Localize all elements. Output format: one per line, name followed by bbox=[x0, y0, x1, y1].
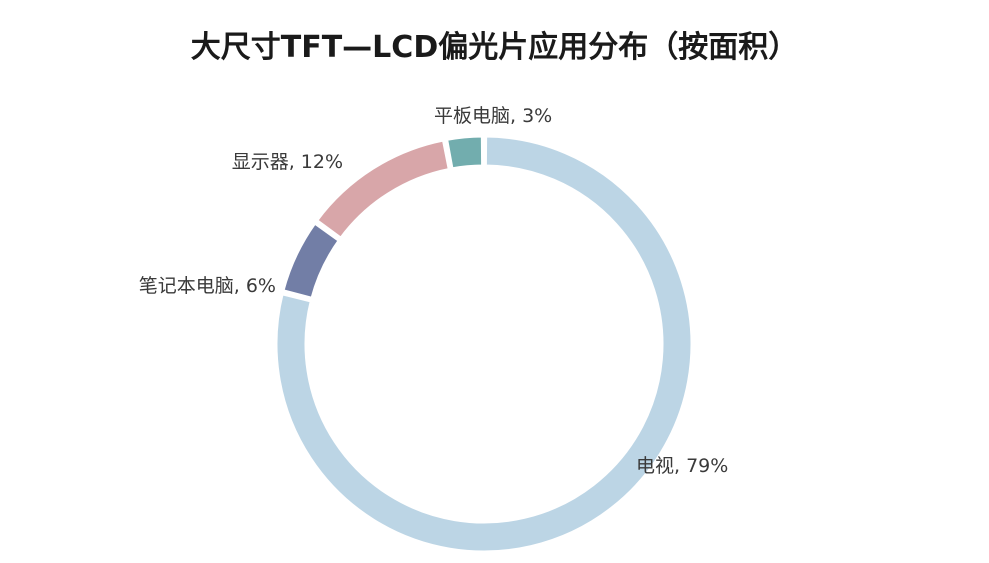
slice-0 bbox=[274, 134, 694, 554]
donut-slices bbox=[274, 134, 694, 554]
slice-3 bbox=[444, 134, 485, 171]
slice-labels: 电视, 79% 笔记本电脑, 6% 显示器, 12% 平板电脑, 3% bbox=[139, 105, 729, 477]
slice-1 bbox=[281, 220, 342, 301]
slice-2 bbox=[314, 138, 452, 241]
chart-title: 大尺寸TFT—LCD偏光片应用分布（按面积） bbox=[190, 30, 799, 65]
slice-label-1: 笔记本电脑, 6% bbox=[139, 275, 276, 297]
slice-label-0: 电视, 79% bbox=[636, 455, 728, 477]
slice-label-3: 平板电脑, 3% bbox=[434, 105, 552, 127]
slice-label-2: 显示器, 12% bbox=[232, 151, 343, 173]
